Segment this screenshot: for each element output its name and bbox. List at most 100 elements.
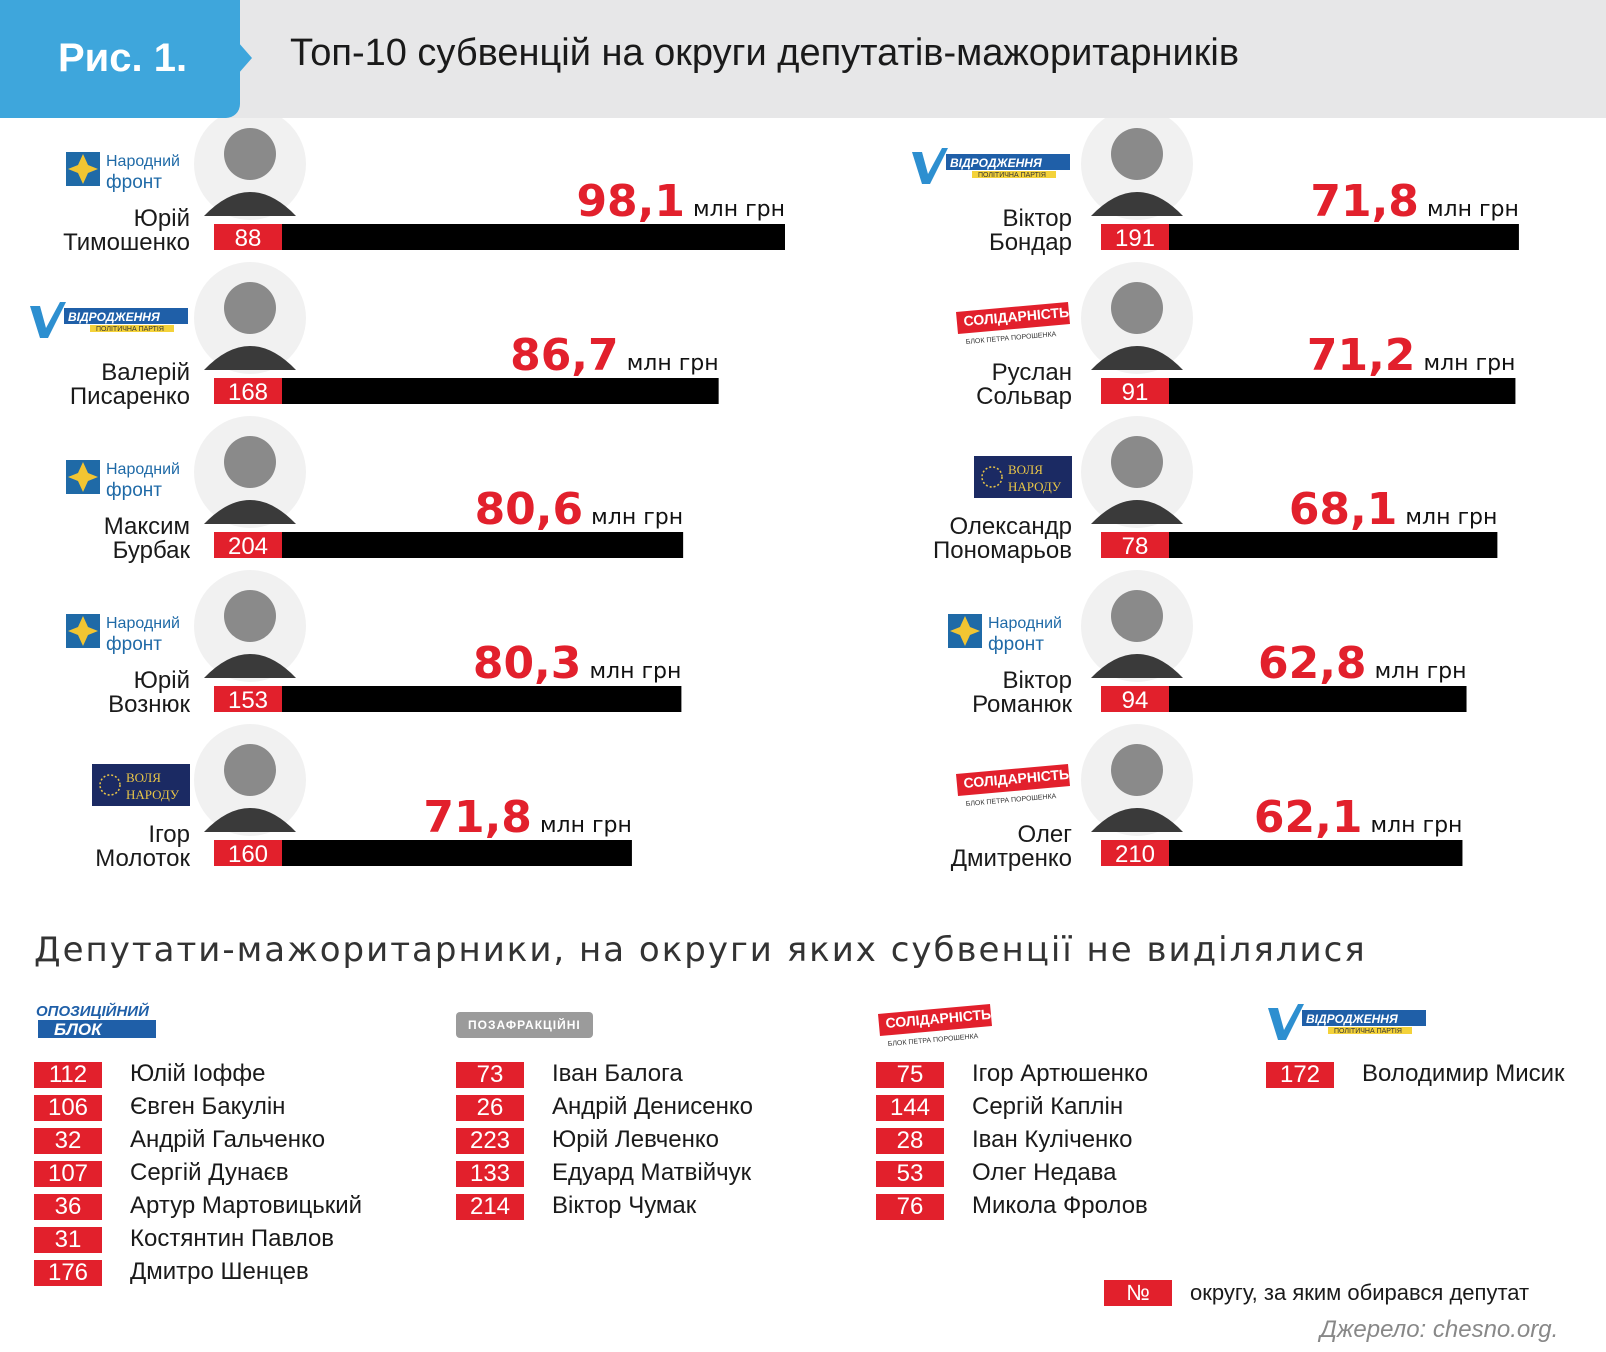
deputy-photo <box>194 118 306 220</box>
list-item: 107 Сергій Дунаєв <box>34 1159 414 1189</box>
deputy-first-name: Руслан <box>992 359 1072 386</box>
district-number: 91 <box>1122 379 1149 406</box>
logo-text: БЛОК ПЕТРА ПОРОШЕНКА <box>888 1033 979 1048</box>
deputy-name: Євген Бакулін <box>130 1093 286 1120</box>
logo-text: ВОЛЯ <box>1008 462 1043 477</box>
deputy-name: Сергій Каплін <box>972 1093 1124 1120</box>
deputy-last-name: Писаренко <box>70 383 190 410</box>
party-logo: Народний фронт <box>66 460 180 501</box>
district-number: 168 <box>228 379 268 406</box>
data-label: 86,7 <box>510 330 619 381</box>
narodnyi-front-emblem-icon <box>66 614 100 648</box>
value-unit: млн грн <box>1371 813 1463 838</box>
bar <box>214 532 684 558</box>
logo-text: фронт <box>106 634 162 655</box>
source-note: Джерело: chesno.org. <box>1320 1316 1559 1343</box>
party-logo: Народний фронт <box>948 614 1062 655</box>
district-number: 106 <box>34 1095 102 1121</box>
data-label: 68,1 <box>1289 484 1398 535</box>
deputy-name: Костянтин Павлов <box>130 1225 335 1252</box>
value-unit: млн грн <box>540 813 632 838</box>
list-item: 53 Олег Недава <box>876 1159 1256 1189</box>
list-item: 106 Євген Бакулін <box>34 1093 414 1123</box>
narodnyi-front-emblem-icon <box>66 460 100 494</box>
party-logo: ВІДРОДЖЕННЯ ПОЛІТИЧНА ПАРТІЯ <box>912 148 1070 184</box>
volia-narodu-emblem-icon <box>92 764 190 806</box>
district-number: 36 <box>34 1194 102 1220</box>
figure-header: Рис. 1. Топ-10 субвенцій на округи депут… <box>0 0 1606 118</box>
logo-text: ВОЛЯ <box>126 770 161 785</box>
list-item: 31 Костянтин Павлов <box>34 1225 414 1255</box>
logo-text: ВІДРОДЖЕННЯ <box>68 310 160 324</box>
logo-text: фронт <box>106 172 162 193</box>
figure-badge: Рис. 1. <box>0 0 240 118</box>
district-number: 75 <box>876 1062 944 1088</box>
deputy-name: Андрій Гальченко <box>130 1126 326 1153</box>
district-number: 214 <box>456 1194 524 1220</box>
deputy-last-name: Бондар <box>989 229 1072 256</box>
deputy-photo <box>194 416 306 528</box>
deputy-first-name: Олег <box>1017 821 1072 848</box>
district-box <box>214 840 282 866</box>
deputy-name: Андрій Денисенко <box>552 1093 753 1120</box>
chart-row: ВОЛЯ НАРОДУ 78 млн грн 68,1 ОлександрПономарь… <box>933 416 1498 564</box>
district-number: 53 <box>876 1161 944 1187</box>
district-number: 153 <box>228 687 268 714</box>
logo-text: ПОЛІТИЧНА ПАРТІЯ <box>1334 1028 1402 1035</box>
logo-text: ВІДРОДЖЕННЯ <box>950 156 1042 170</box>
vidrodzhennia-v-icon <box>30 302 66 338</box>
district-box <box>214 532 282 558</box>
deputy-first-name: Олександр <box>950 513 1072 540</box>
list-logo: ВІДРОДЖЕННЯ ПОЛІТИЧНА ПАРТІЯ <box>1268 1004 1426 1040</box>
district-box <box>214 224 282 250</box>
deputy-name: Ігор Артюшенко <box>972 1060 1149 1087</box>
value-unit: млн грн <box>589 659 681 684</box>
deputy-first-name: Юрій <box>134 667 190 694</box>
logo-text: Народний <box>106 461 180 478</box>
deputy-first-name: Валерій <box>101 359 190 386</box>
party-column: ОПОЗИЦІЙНИЙ БЛОК 112 Юлій Іоффе 106 Євген Бак… <box>34 1000 414 1286</box>
data-label: 98,1 <box>576 176 685 227</box>
bar <box>214 840 632 866</box>
party-logo: ВОЛЯ НАРОДУ <box>974 456 1072 498</box>
logo-text: Народний <box>106 153 180 170</box>
deputy-last-name: Сольвар <box>976 383 1072 410</box>
list-item: 133 Едуард Матвійчук <box>456 1159 836 1189</box>
data-label: 62,1 <box>1254 792 1363 843</box>
district-number: 107 <box>34 1161 102 1187</box>
figure-title: Топ-10 субвенцій на округи депутатів-маж… <box>290 32 1240 74</box>
deputy-first-name: Ігор <box>148 821 190 848</box>
deputy-name: Артур Мартовицький <box>130 1192 363 1219</box>
deputy-name: Олег Недава <box>972 1159 1117 1186</box>
district-box <box>214 686 282 712</box>
list-item: 176 Дмитро Шенцев <box>34 1258 414 1288</box>
logo-text: Народний <box>106 615 180 632</box>
section-title: Депутати-мажоритарники, на округи яких с… <box>34 930 1367 970</box>
chart-row: ВІДРОДЖЕННЯ ПОЛІТИЧНА ПАРТІЯ 191 млн грн 71,… <box>912 118 1519 256</box>
logo-text: БЛОК ПЕТРА ПОРОШЕНКА <box>966 331 1057 346</box>
list-item: 76 Микола Фролов <box>876 1192 1256 1222</box>
bar <box>214 378 719 404</box>
logo-text: ПОЛІТИЧНА ПАРТІЯ <box>978 172 1046 179</box>
deputy-photo <box>1081 262 1193 374</box>
narodnyi-front-emblem-icon <box>948 614 982 648</box>
district-number: 112 <box>34 1062 102 1088</box>
district-number: 94 <box>1122 687 1149 714</box>
value-unit: млн грн <box>693 197 785 222</box>
logo-text: НАРОДУ <box>1008 479 1062 494</box>
list-item: 28 Іван Куліченко <box>876 1126 1256 1156</box>
district-box <box>1101 840 1169 866</box>
deputy-photo <box>194 570 306 682</box>
party-column: СОЛІДАРНІСТЬ БЛОК ПЕТРА ПОРОШЕНКА 75 Ігор А… <box>876 1000 1256 1220</box>
chart-panel: Народний фронт 88 млн грн 98,1 Юрій Тимошенко В… <box>0 118 1606 1352</box>
deputy-last-name: Дмитренко <box>951 845 1072 872</box>
list-item: 26 Андрій Денисенко <box>456 1093 836 1123</box>
deputy-last-name: Вознюк <box>108 691 190 718</box>
deputy-last-name: Пономарьов <box>933 537 1072 564</box>
district-number: 223 <box>456 1128 524 1154</box>
logo-text: Народний <box>988 615 1062 632</box>
